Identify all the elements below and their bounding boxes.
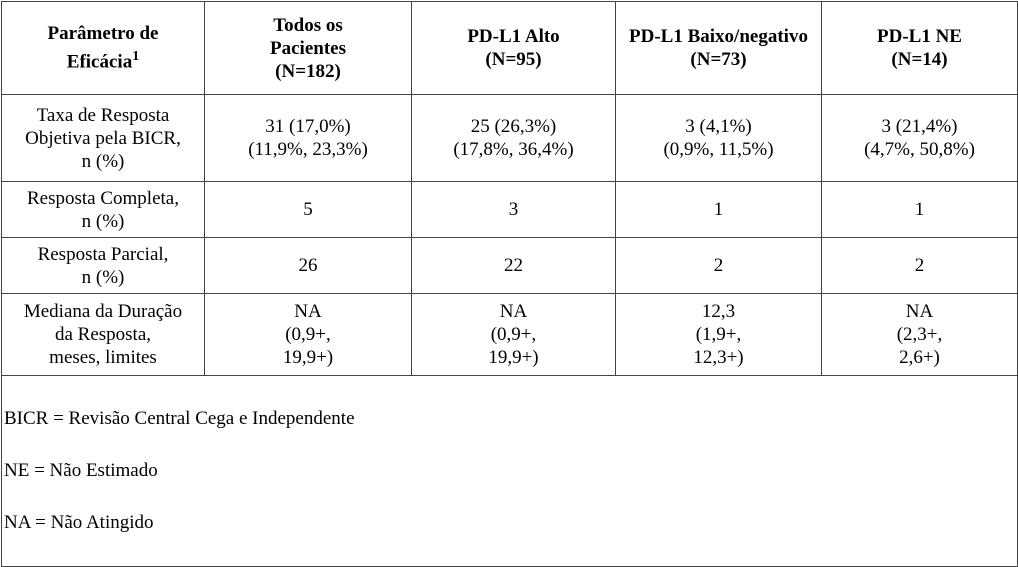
cell: NA (0,9+, 19,9+) xyxy=(204,293,412,376)
table-row: Resposta Completa, n (%) 5 3 1 1 xyxy=(1,181,1018,238)
cell: 3 xyxy=(411,181,616,238)
table-row: Resposta Parcial, n (%) 26 22 2 2 xyxy=(1,237,1018,294)
footnote-mark: 1 xyxy=(132,49,140,65)
table-row: Taxa de Resposta Objetiva pela BICR, n (… xyxy=(1,94,1018,182)
cell: Taxa de Resposta Objetiva pela BICR, n (… xyxy=(1,94,205,182)
header-row: Parâmetro de Eficácia1 Todos os Paciente… xyxy=(1,1,1018,95)
cell: 22 xyxy=(411,237,616,294)
cell: NA (0,9+, 19,9+) xyxy=(411,293,616,376)
header-cell: Parâmetro de Eficácia1 xyxy=(1,1,205,95)
cell: NA (2,3+, 2,6+) xyxy=(821,293,1018,376)
cell: 3 (21,4%) (4,7%, 50,8%) xyxy=(821,94,1018,182)
footnote: NE = Não Estimado xyxy=(4,460,158,481)
footnote-cell: BICR = Revisão Central Cega e Independen… xyxy=(1,375,1018,567)
table-row: Mediana da Duração da Resposta, meses, l… xyxy=(1,293,1018,376)
cell: 3 (4,1%) (0,9%, 11,5%) xyxy=(615,94,822,182)
cell: Mediana da Duração da Resposta, meses, l… xyxy=(1,293,205,376)
header-text: Parâmetro de Eficácia xyxy=(47,23,159,73)
cell: 2 xyxy=(821,237,1018,294)
cell: 5 xyxy=(204,181,412,238)
cell: 12,3 (1,9+, 12,3+) xyxy=(615,293,822,376)
footnote: NA = Não Atingido xyxy=(4,512,154,533)
cell: 1 xyxy=(615,181,822,238)
cell: 1 xyxy=(821,181,1018,238)
header-cell: PD-L1 NE (N=14) xyxy=(821,1,1018,95)
header-cell: PD-L1 Baixo/negativo (N=73) xyxy=(615,1,822,95)
cell: 26 xyxy=(204,237,412,294)
footnote-row: BICR = Revisão Central Cega e Independen… xyxy=(1,375,1018,567)
cell: 31 (17,0%) (11,9%, 23,3%) xyxy=(204,94,412,182)
cell: Resposta Parcial, n (%) xyxy=(1,237,205,294)
cell: Resposta Completa, n (%) xyxy=(1,181,205,238)
header-cell: Todos os Pacientes (N=182) xyxy=(204,1,412,95)
cell: 2 xyxy=(615,237,822,294)
footnote: BICR = Revisão Central Cega e Independen… xyxy=(4,408,355,429)
header-cell: PD-L1 Alto (N=95) xyxy=(411,1,616,95)
cell: 25 (26,3%) (17,8%, 36,4%) xyxy=(411,94,616,182)
